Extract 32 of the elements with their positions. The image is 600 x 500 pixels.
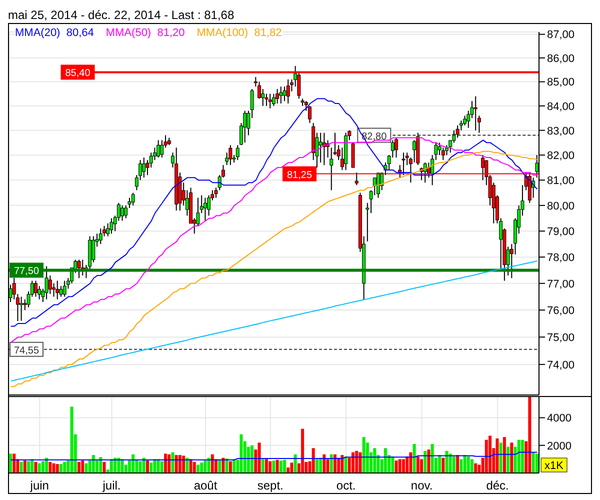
x-tick-label: oct. bbox=[336, 478, 356, 493]
y-axis-title: x1K bbox=[544, 460, 564, 472]
y-tick-label: 83,00 bbox=[547, 125, 575, 138]
y-tick-label: 74,00 bbox=[547, 359, 575, 372]
text: MMA(100) 81,82 bbox=[196, 27, 282, 39]
text: MMA(20) 80,64 bbox=[15, 27, 94, 39]
y-tick-label: 87,00 bbox=[547, 29, 575, 42]
y-tick-label: 4000 bbox=[547, 412, 572, 425]
x-tick-label: août bbox=[194, 478, 218, 493]
ref-line-label: 77,50 bbox=[14, 266, 40, 278]
y-tick-label: 75,00 bbox=[547, 332, 575, 344]
x-tick-label: déc. bbox=[486, 478, 509, 493]
y-tick-label: 78,00 bbox=[547, 252, 575, 264]
y-tick-label: 76,00 bbox=[547, 304, 575, 317]
y-tick-label: 82,00 bbox=[547, 150, 575, 162]
x-tick-label: juin bbox=[29, 478, 49, 493]
y-tick-label: 85,00 bbox=[547, 76, 575, 89]
y-tick-label: 79,00 bbox=[547, 226, 575, 238]
chart-title: mai 25, 2014 - déc. 22, 2014 - Last : 81,68 bbox=[8, 8, 236, 23]
x-tick-label: sept. bbox=[257, 478, 284, 493]
ref-line-label: 81,25 bbox=[287, 170, 312, 181]
y-tick-label: 80,00 bbox=[547, 200, 575, 212]
ref-line-label: 74,55 bbox=[14, 345, 40, 356]
x-tick-label: juil. bbox=[102, 478, 121, 493]
y-tick-label: 86,00 bbox=[547, 52, 575, 65]
y-tick-label: 2000 bbox=[547, 440, 572, 452]
x-tick-label: nov. bbox=[410, 478, 433, 493]
y-tick-label: 81,00 bbox=[547, 175, 575, 187]
ref-line-label: 85,40 bbox=[65, 68, 91, 80]
y-tick-label: 84,00 bbox=[547, 100, 575, 113]
text: MMA(50) 81,20 bbox=[106, 27, 185, 39]
y-tick-label: 77,00 bbox=[547, 278, 575, 290]
